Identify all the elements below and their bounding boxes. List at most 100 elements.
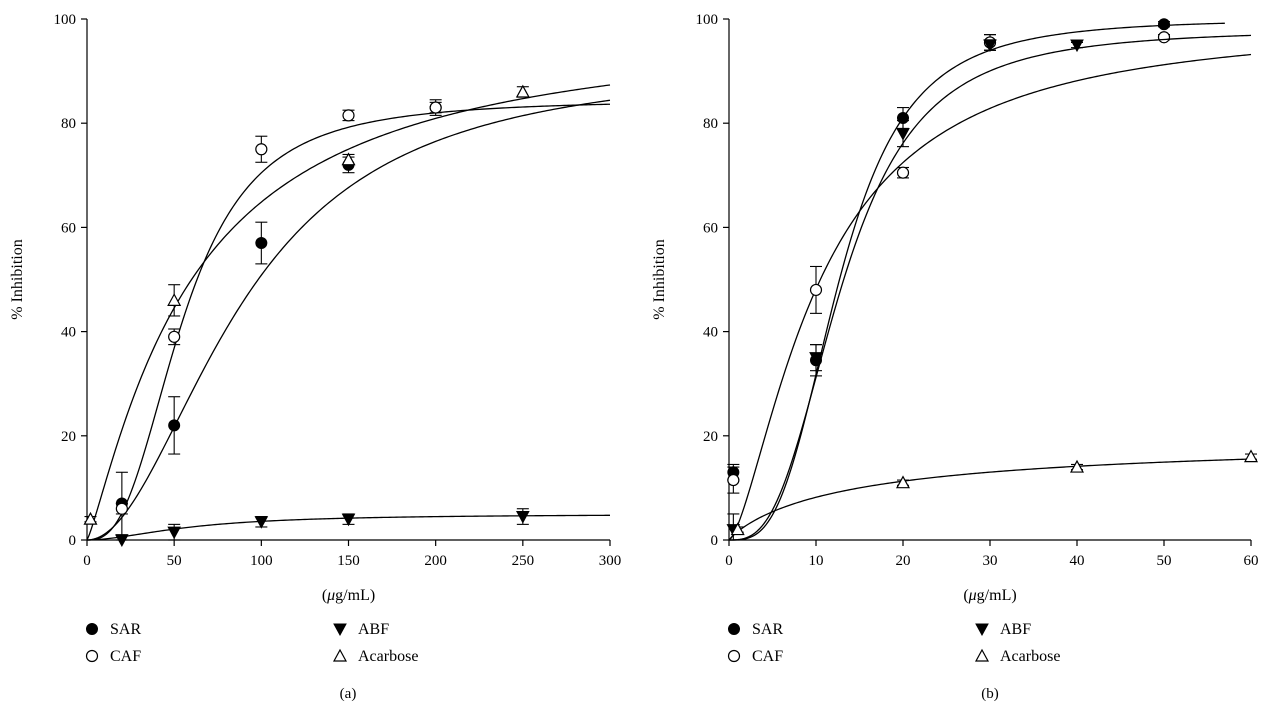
y-tick-label: 60 xyxy=(703,220,718,236)
data-point xyxy=(168,419,181,432)
y-tick-label: 40 xyxy=(61,325,76,341)
y-tick-label: 80 xyxy=(703,116,718,132)
legend-label: ABF xyxy=(1000,621,1031,638)
fit-curve xyxy=(86,103,611,541)
x-tick-label: 250 xyxy=(512,553,535,569)
x-tick-label: 50 xyxy=(167,553,182,569)
y-tick-label: 20 xyxy=(61,429,76,445)
x-tick-label: 30 xyxy=(983,553,998,569)
y-tick-label: 40 xyxy=(703,325,718,341)
data-point xyxy=(515,511,530,524)
data-point xyxy=(983,39,997,53)
y-tick-label: 100 xyxy=(696,12,719,28)
data-point xyxy=(167,293,182,306)
x-tick-label: 0 xyxy=(83,553,91,569)
panel-label: (b) xyxy=(981,686,999,702)
legend-marker xyxy=(727,649,741,663)
series-caf xyxy=(86,101,611,541)
legend-label: SAR xyxy=(110,621,141,638)
legend-item-acarbose: Acarbose xyxy=(332,648,418,665)
series-sar xyxy=(86,99,611,541)
data-point xyxy=(896,166,910,179)
data-point xyxy=(809,283,823,297)
data-point xyxy=(895,475,911,489)
legend-item-abf: ABF xyxy=(333,621,389,638)
legend-marker xyxy=(332,648,348,662)
x-tick-label: 10 xyxy=(809,553,824,569)
fit-curve xyxy=(728,53,1252,541)
x-tick-label: 60 xyxy=(1244,553,1259,569)
data-point xyxy=(1070,39,1084,53)
legend-item-acarbose: Acarbose xyxy=(974,648,1060,665)
panel-label: (a) xyxy=(340,686,357,702)
legend-label: SAR xyxy=(752,621,783,638)
data-point xyxy=(167,526,182,540)
x-tick-label: 0 xyxy=(725,553,733,569)
y-tick-label: 20 xyxy=(703,429,718,445)
legend-label: CAF xyxy=(752,648,783,665)
data-point xyxy=(1157,31,1171,44)
y-axis-label: % Inhibition xyxy=(9,239,26,319)
series-acarbose xyxy=(728,449,1259,541)
legend-item-sar: SAR xyxy=(86,621,141,638)
y-tick-label: 100 xyxy=(54,12,77,28)
legend-item-abf: ABF xyxy=(975,621,1031,638)
series-acarbose xyxy=(83,84,611,541)
legend-marker xyxy=(974,648,990,662)
legend-marker xyxy=(85,649,99,663)
y-tick-label: 60 xyxy=(61,220,76,236)
legend-item-caf: CAF xyxy=(85,648,141,665)
data-point xyxy=(255,143,268,156)
y-tick-label: 0 xyxy=(69,533,77,549)
legend-label: Acarbose xyxy=(358,648,418,665)
x-tick-label: 50 xyxy=(1157,553,1172,569)
y-tick-label: 80 xyxy=(61,116,76,132)
data-point xyxy=(115,502,128,515)
legend-item-caf: CAF xyxy=(727,648,783,665)
data-point xyxy=(727,473,740,487)
legend-label: ABF xyxy=(358,621,389,638)
series-abf xyxy=(726,34,1252,541)
data-point xyxy=(1243,449,1259,463)
x-axis-label: (μg/mL) xyxy=(963,587,1016,604)
chart-panel-2: 0 10 20 30 40 50 60 0 20 40 60 80 100 (μg/mL) % Inhibi… xyxy=(651,12,1259,702)
y-axis-label: % Inhibition xyxy=(651,239,668,319)
x-tick-label: 100 xyxy=(250,553,273,569)
x-tick-label: 200 xyxy=(424,553,447,569)
data-point xyxy=(1158,18,1170,31)
x-tick-label: 40 xyxy=(1070,553,1085,569)
x-tick-label: 300 xyxy=(599,553,622,569)
fit-curve xyxy=(728,458,1252,541)
legend-marker xyxy=(975,623,989,637)
fit-curve xyxy=(728,34,1252,541)
series-abf xyxy=(86,508,611,548)
y-tick-label: 0 xyxy=(711,533,719,549)
x-tick-label: 150 xyxy=(337,553,360,569)
data-point xyxy=(341,513,356,527)
data-point xyxy=(254,516,269,529)
legend-label: Acarbose xyxy=(1000,648,1060,665)
series-caf xyxy=(727,31,1252,541)
data-point xyxy=(515,84,530,98)
legend-item-sar: SAR xyxy=(728,621,783,638)
data-point xyxy=(168,330,181,343)
data-point xyxy=(730,522,745,536)
data-point xyxy=(809,352,823,365)
x-tick-label: 20 xyxy=(896,553,911,569)
data-point xyxy=(115,534,129,548)
data-point xyxy=(896,128,910,141)
data-point xyxy=(429,101,442,114)
legend-label: CAF xyxy=(110,648,141,665)
data-point xyxy=(255,237,268,250)
series-sar xyxy=(727,18,1225,541)
data-point xyxy=(342,109,355,122)
data-point xyxy=(83,511,98,525)
chart-panel-1: 0 50 100 150 200 250 300 0 20 40 60 80 100 (μg/mL) % I… xyxy=(9,12,621,702)
legend-marker xyxy=(728,623,740,635)
data-point xyxy=(1069,459,1085,473)
data-point xyxy=(341,152,356,166)
legend-marker xyxy=(333,623,347,637)
legend-marker xyxy=(86,623,98,635)
x-axis-label: (μg/mL) xyxy=(322,587,375,604)
